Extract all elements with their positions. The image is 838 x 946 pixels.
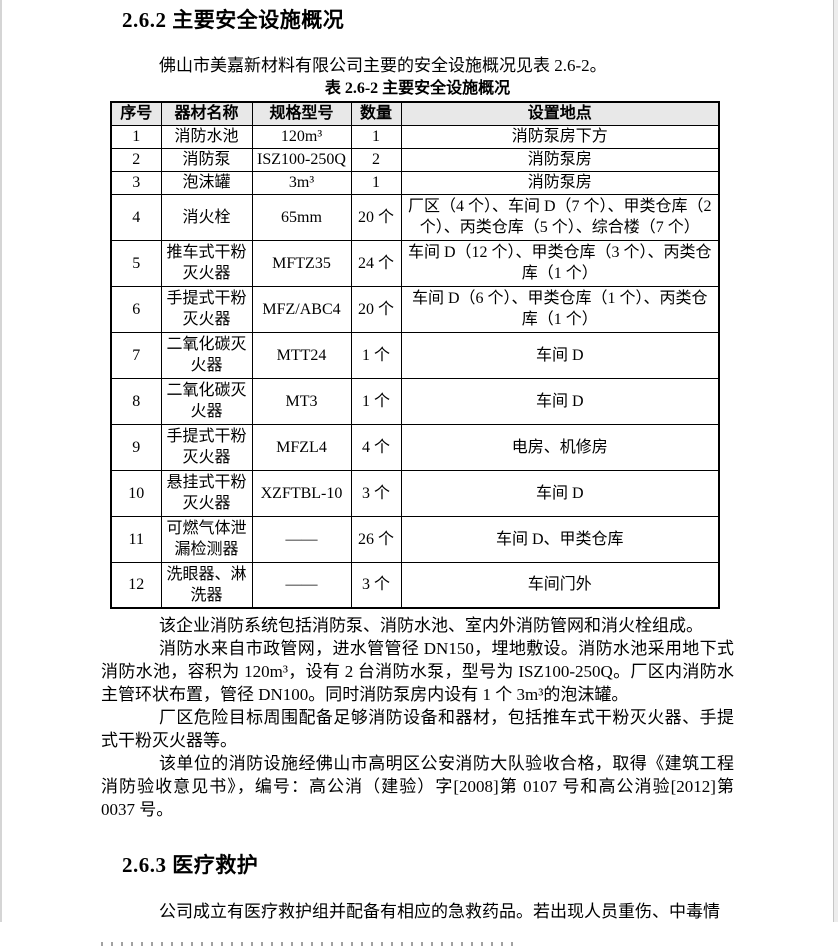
table-cell: 推车式干粉灭火器 — [160, 239, 253, 287]
table-header-cell: 数量 — [350, 101, 402, 126]
intro-paragraph: 佛山市美嘉新材料有限公司主要的安全设施概况见表 2.6-2。 — [159, 56, 607, 75]
table-cell: 9 — [110, 423, 162, 471]
table-cell: 2 — [350, 147, 402, 172]
table-cell: XZFTBL-10 — [251, 469, 352, 517]
table-cell: 65mm — [251, 193, 352, 241]
table-cell: 车间 D — [400, 469, 720, 517]
clipped-text-remnant — [101, 942, 521, 946]
table-cell: 20 个 — [350, 285, 402, 333]
section-heading-262: 2.6.2 主要安全设施概况 — [122, 8, 345, 32]
table-cell: 24 个 — [350, 239, 402, 287]
table-cell: 4 个 — [350, 423, 402, 471]
table-row: 2 消防泵 ISZ100-250Q 2 消防泵房 — [110, 147, 720, 172]
table-cell: 1 — [350, 170, 402, 195]
table-cell: 26 个 — [350, 515, 402, 563]
page-edge-right — [833, 0, 838, 922]
table-header-cell: 设置地点 — [400, 101, 720, 126]
table-row: 9 手提式干粉灭火器 MFZL4 4 个电房、机修房 — [110, 423, 720, 471]
table-row: 4 消火栓 65mm 20 个厂区（4 个）、车间 D（7 个）、甲类仓库（2 个）、… — [110, 193, 720, 241]
table-row: 8 二氧化碳灭火器 MT3 1 个车间 D — [110, 377, 720, 425]
table-cell: 1 个 — [350, 377, 402, 425]
table-cell: 车间 D（12 个）、甲类仓库（3 个）、丙类仓库（1 个） — [400, 239, 720, 287]
table-cell: 1 个 — [350, 331, 402, 379]
table-cell: MFTZ35 — [251, 239, 352, 287]
table-cell: MFZ/ABC4 — [251, 285, 352, 333]
table-row: 7 二氧化碳灭火器 MTT24 1 个车间 D — [110, 331, 720, 379]
table-cell: 泡沫罐 — [160, 170, 253, 195]
table-cell: 12 — [110, 561, 162, 609]
body-paragraph: 该企业消防系统包括消防泵、消防水池、室内外消防管网和消火栓组成。 — [159, 616, 703, 635]
table-cell: 10 — [110, 469, 162, 517]
table-cell: 可燃气体泄漏检测器 — [160, 515, 253, 563]
table-body: 1 消防水池 120m³ 1 消防泵房下方 2 消防泵 ISZ100-250Q 2 消防泵房 3 泡沫… — [110, 124, 720, 609]
table-cell: 消防泵房 — [400, 170, 720, 195]
table-cell: 手提式干粉灭火器 — [160, 285, 253, 333]
table-cell: 悬挂式干粉灭火器 — [160, 469, 253, 517]
table-cell: 消防泵房 — [400, 147, 720, 172]
table-cell: 20 个 — [350, 193, 402, 241]
table-row: 6 手提式干粉灭火器 MFZ/ABC4 20 个车间 D（6 个）、甲类仓库（1 个）… — [110, 285, 720, 333]
table-cell: 7 — [110, 331, 162, 379]
table-cell: 手提式干粉灭火器 — [160, 423, 253, 471]
table-cell: 3 — [110, 170, 162, 195]
body-paragraph: 消防水来自市政管网，进水管管径 DN150，埋地敷设。消防水池采用地下式消防水池… — [101, 639, 734, 704]
table-cell: 厂区（4 个）、车间 D（7 个）、甲类仓库（2 个）、丙类仓库（5 个）、综合… — [400, 193, 720, 241]
table-cell: 3 个 — [350, 561, 402, 609]
page-content: 2.6.2 主要安全设施概况 佛山市美嘉新材料有限公司主要的安全设施概况见表 2… — [101, 0, 734, 946]
table-cell: 二氧化碳灭火器 — [160, 377, 253, 425]
table-cell: —— — [251, 515, 352, 563]
safety-equipment-table: 序号 器材名称 规格型号 数量 设置地点 1 消防水池 120m³ 1 消防泵房下方 2 消防泵 IS… — [110, 101, 720, 609]
table-cell: 4 — [110, 193, 162, 241]
table-cell: 2 — [110, 147, 162, 172]
table-row: 3 泡沫罐 3m³ 1 消防泵房 — [110, 170, 720, 195]
table-cell: 车间 D — [400, 377, 720, 425]
table-header-cell: 序号 — [110, 101, 162, 126]
table-header-cell: 规格型号 — [251, 101, 352, 126]
table-cell: 1 — [350, 124, 402, 149]
table-cell: MTT24 — [251, 331, 352, 379]
table-cell: 车间 D、甲类仓库 — [400, 515, 720, 563]
table-cell: —— — [251, 561, 352, 609]
table-cell: 消防水池 — [160, 124, 253, 149]
table-cell: 120m³ — [251, 124, 352, 149]
table-cell: 1 — [110, 124, 162, 149]
table-cell: 二氧化碳灭火器 — [160, 331, 253, 379]
table-cell: 电房、机修房 — [400, 423, 720, 471]
table-row: 11 可燃气体泄漏检测器 —— 26 个车间 D、甲类仓库 — [110, 515, 720, 563]
table-cell: 消防泵房下方 — [400, 124, 720, 149]
table-cell: 车间 D（6 个）、甲类仓库（1 个）、丙类仓库（1 个） — [400, 285, 720, 333]
table-cell: 车间门外 — [400, 561, 720, 609]
table-row: 10 悬挂式干粉灭火器 XZFTBL-10 3 个车间 D — [110, 469, 720, 517]
body-paragraphs: 该企业消防系统包括消防泵、消防水池、室内外消防管网和消火栓组成。 消防水来自市政… — [101, 614, 734, 821]
table-cell: MFZL4 — [251, 423, 352, 471]
table-cell: 消防泵 — [160, 147, 253, 172]
table-cell: 消火栓 — [160, 193, 253, 241]
table-header-cell: 器材名称 — [160, 101, 253, 126]
table-cell: 洗眼器、淋洗器 — [160, 561, 253, 609]
table-cell: MT3 — [251, 377, 352, 425]
medical-paragraph: 公司成立有医疗救护组并配备有相应的急救药品。若出现人员重伤、中毒情 — [159, 902, 720, 921]
table-cell: 8 — [110, 377, 162, 425]
body-paragraph: 该单位的消防设施经佛山市高明区公安消防大队验收合格，取得《建筑工程消防验收意见书… — [101, 754, 734, 819]
table-cell: 3m³ — [251, 170, 352, 195]
table-header-row: 序号 器材名称 规格型号 数量 设置地点 — [110, 101, 720, 126]
table-cell: 6 — [110, 285, 162, 333]
table-row: 5 推车式干粉灭火器 MFTZ35 24 个车间 D（12 个）、甲类仓库（3 个）、… — [110, 239, 720, 287]
table-row: 12 洗眼器、淋洗器 —— 3 个车间门外 — [110, 561, 720, 609]
table-cell: 5 — [110, 239, 162, 287]
table-cell: 3 个 — [350, 469, 402, 517]
table-cell: 11 — [110, 515, 162, 563]
page-edge-left — [0, 0, 2, 922]
section-heading-263: 2.6.3 医疗救护 — [122, 853, 259, 877]
table-cell: ISZ100-250Q — [251, 147, 352, 172]
body-paragraph: 厂区危险目标周围配备足够消防设备和器材，包括推车式干粉灭火器、手提式干粉灭火器等… — [101, 708, 734, 750]
table-cell: 车间 D — [400, 331, 720, 379]
table-row: 1 消防水池 120m³ 1 消防泵房下方 — [110, 124, 720, 149]
table-caption: 表 2.6-2 主要安全设施概况 — [324, 80, 511, 97]
